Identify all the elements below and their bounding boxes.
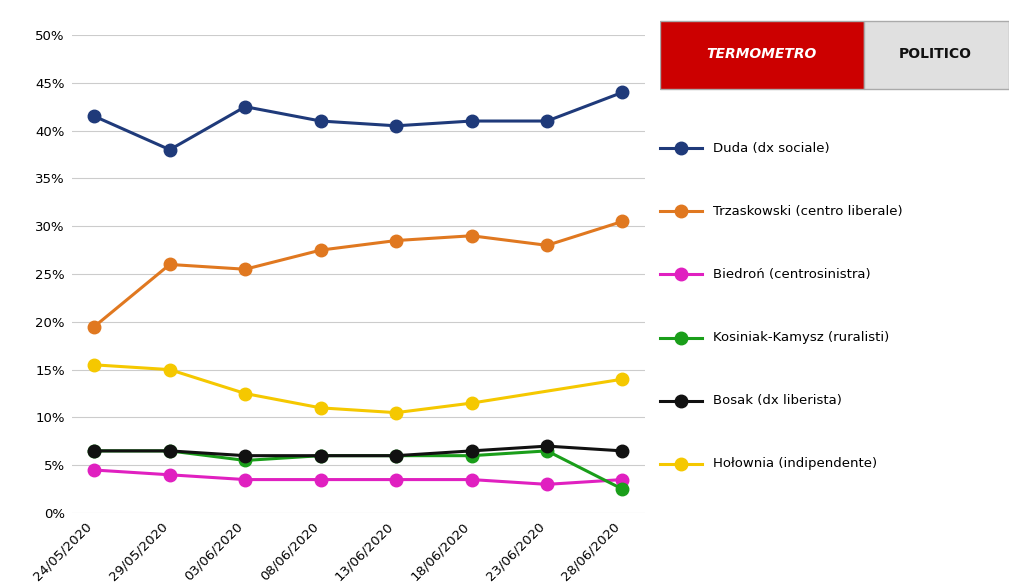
Text: Bosak (dx liberista): Bosak (dx liberista) (713, 394, 842, 408)
FancyBboxPatch shape (660, 21, 864, 90)
Text: POLITICO: POLITICO (899, 47, 972, 61)
Text: Duda (dx sociale): Duda (dx sociale) (713, 142, 829, 154)
Text: TERMOMETRO: TERMOMETRO (707, 47, 816, 61)
Text: Kosiniak-Kamysz (ruralisti): Kosiniak-Kamysz (ruralisti) (713, 331, 889, 344)
Text: Trzaskowski (centro liberale): Trzaskowski (centro liberale) (713, 205, 902, 218)
FancyBboxPatch shape (864, 21, 1009, 90)
Text: Hołownia (indipendente): Hołownia (indipendente) (713, 458, 877, 470)
Text: Biedrоń (centrosinistra): Biedrоń (centrosinistra) (713, 268, 870, 281)
